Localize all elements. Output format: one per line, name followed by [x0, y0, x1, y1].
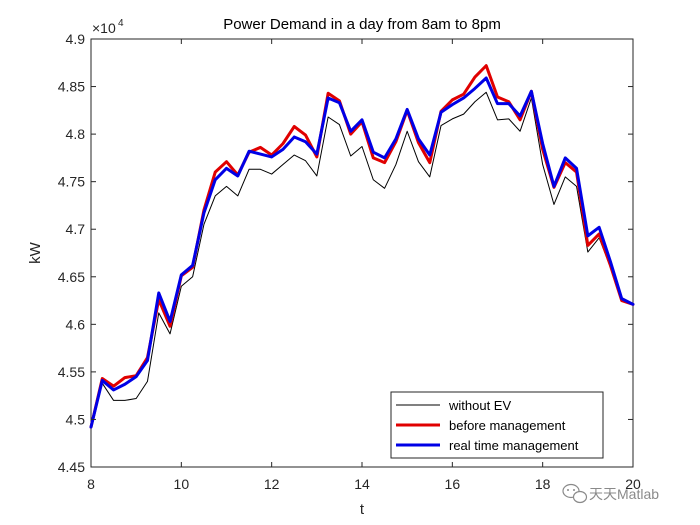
- y-exponent-base: ×10: [92, 20, 116, 36]
- y-tick-label: 4.6: [66, 316, 86, 332]
- ticks-layer: 8 10 12 14 16 18 20 4.45 4.5 4.55 4.6 4.65 4.7 4.75 4.…: [58, 31, 641, 492]
- y-tick-label: 4.45: [58, 459, 85, 475]
- y-tick-label: 4.75: [58, 174, 85, 190]
- x-tick-label: 16: [445, 476, 461, 492]
- x-tick-label: 10: [174, 476, 190, 492]
- x-tick-label: 20: [625, 476, 641, 492]
- y-tick-label: 4.9: [66, 31, 86, 47]
- x-tick-label: 8: [87, 476, 95, 492]
- legend-label: without EV: [448, 398, 511, 413]
- y-axis-label: kW: [27, 241, 44, 264]
- y-tick-label: 4.5: [66, 411, 86, 427]
- series-line-real-time-management: [89, 76, 635, 429]
- legend-label: real time management: [449, 438, 579, 453]
- y-tick-label: 4.55: [58, 364, 85, 380]
- legend: without EV before management real time man…: [390, 391, 604, 459]
- y-tick-label: 4.8: [66, 126, 86, 142]
- y-exponent-power: 4: [118, 18, 124, 29]
- watermark-text: 天天Matlab: [589, 486, 659, 502]
- x-tick-label: 14: [354, 476, 370, 492]
- series-layer: [89, 64, 635, 429]
- wechat-icon: [562, 483, 588, 504]
- y-axis-exponent: ×10 4: [92, 18, 124, 36]
- y-tick-label: 4.7: [66, 221, 86, 237]
- x-tick-label: 12: [264, 476, 280, 492]
- x-axis-label: t: [360, 501, 365, 518]
- x-tick-label: 18: [535, 476, 551, 492]
- series-line-without-EV: [90, 91, 634, 428]
- watermark: 天天Matlab: [562, 483, 659, 504]
- y-tick-label: 4.65: [58, 269, 85, 285]
- legend-label: before management: [449, 418, 566, 433]
- y-tick-label: 4.85: [58, 79, 85, 95]
- chart-title: Power Demand in a day from 8am to 8pm: [223, 16, 501, 33]
